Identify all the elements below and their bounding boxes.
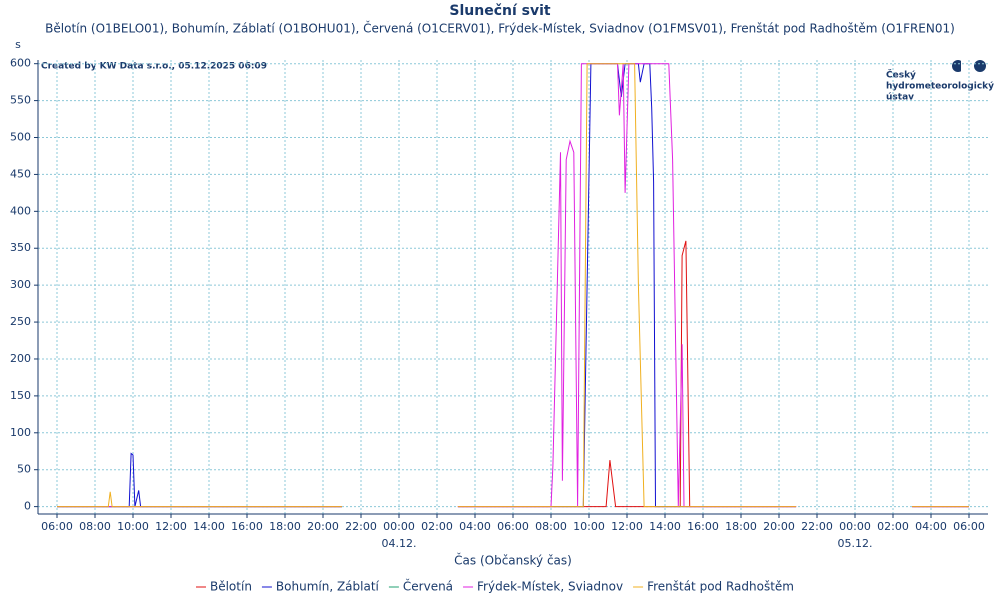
- x-tick-label: 06:00: [953, 520, 985, 533]
- logo-cut: [961, 60, 967, 72]
- x-tick-label: 08:00: [79, 520, 111, 533]
- x-tick-label: 02:00: [877, 520, 909, 533]
- y-axis-label: s: [15, 38, 21, 51]
- x-tick-label: 06:00: [41, 520, 73, 533]
- x-axis-label: Čas (Občanský čas): [454, 553, 572, 568]
- x-tick-label: 16:00: [687, 520, 719, 533]
- y-tick-label: 450: [10, 167, 31, 180]
- y-tick-label: 500: [10, 131, 31, 144]
- y-tick-label: 400: [10, 204, 31, 217]
- legend-label: Frýdek-Místek, Sviadnov: [477, 580, 623, 594]
- x-tick-label: 22:00: [345, 520, 377, 533]
- x-tick-label: 14:00: [649, 520, 681, 533]
- series-line: [57, 452, 342, 508]
- logo-text: Český: [886, 69, 916, 81]
- logo-dot: [974, 60, 986, 72]
- x-tick-label: 18:00: [269, 520, 301, 533]
- y-tick-label: 200: [10, 352, 31, 365]
- y-tick-label: 150: [10, 389, 31, 402]
- chart-subtitle: Bělotín (O1BELO01), Bohumín, Záblatí (O1…: [45, 21, 955, 36]
- x-tick-label: 00:00: [383, 520, 415, 533]
- chart-title: Sluneční svit: [449, 3, 551, 19]
- x-tick-label: 10:00: [573, 520, 605, 533]
- x-tick-label: 18:00: [725, 520, 757, 533]
- date-label: 04.12.: [382, 537, 417, 550]
- legend-label: Frenštát pod Radhoštěm: [647, 580, 794, 594]
- x-tick-label: 08:00: [535, 520, 567, 533]
- logo-text: hydrometeorologický: [886, 82, 994, 92]
- y-tick-label: 250: [10, 315, 31, 328]
- y-tick-label: 0: [24, 500, 31, 513]
- x-tick-label: 12:00: [611, 520, 643, 533]
- y-tick-label: 600: [10, 57, 31, 70]
- x-tick-label: 20:00: [763, 520, 795, 533]
- legend-label: Červená: [403, 579, 453, 594]
- y-tick-label: 300: [10, 278, 31, 291]
- y-tick-label: 100: [10, 426, 31, 439]
- date-label: 05.12.: [838, 537, 873, 550]
- legend-label: Bohumín, Záblatí: [276, 580, 380, 594]
- x-tick-label: 16:00: [231, 520, 263, 533]
- series-line: [457, 63, 797, 508]
- logo-text: ústav: [886, 93, 914, 103]
- series-line: [57, 491, 342, 508]
- x-tick-label: 00:00: [839, 520, 871, 533]
- x-tick-label: 02:00: [421, 520, 453, 533]
- y-tick-label: 350: [10, 241, 31, 254]
- x-tick-label: 14:00: [193, 520, 225, 533]
- x-tick-label: 04:00: [915, 520, 947, 533]
- x-tick-label: 06:00: [497, 520, 529, 533]
- watermark: Created by KW Data s.r.o., 05.12.2025 06…: [41, 62, 267, 72]
- x-tick-label: 20:00: [307, 520, 339, 533]
- x-tick-label: 22:00: [801, 520, 833, 533]
- y-tick-label: 550: [10, 94, 31, 107]
- x-tick-label: 10:00: [117, 520, 149, 533]
- legend-label: Bělotín: [210, 580, 252, 594]
- x-tick-label: 04:00: [459, 520, 491, 533]
- y-tick-label: 50: [17, 463, 31, 476]
- x-tick-label: 12:00: [155, 520, 187, 533]
